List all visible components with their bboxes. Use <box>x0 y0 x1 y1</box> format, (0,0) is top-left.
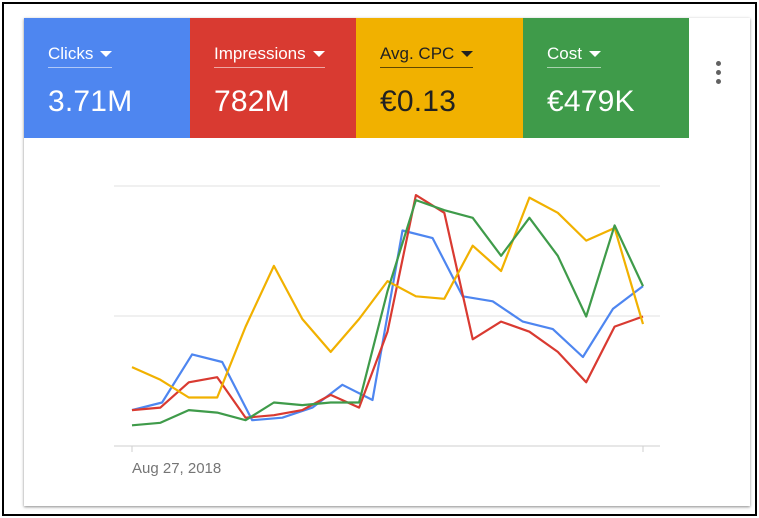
metric-selector-clicks[interactable]: Clicks <box>48 44 113 68</box>
metric-selector-avg-cpc[interactable]: Avg. CPC <box>380 44 474 68</box>
metric-selector-impressions[interactable]: Impressions <box>214 44 325 68</box>
metric-value: €0.13 <box>380 85 457 118</box>
metric-value: €479K <box>547 85 635 118</box>
metric-label: Cost <box>547 44 582 63</box>
metric-label: Impressions <box>214 44 306 63</box>
series-line-avg-cpc <box>131 196 645 399</box>
metric-tile-avg-cpc[interactable]: Avg. CPC €0.13 <box>356 18 523 138</box>
metric-tile-cost[interactable]: Cost €479K <box>523 18 689 138</box>
metric-tiles: Clicks 3.71M Impressions 782M Avg. CPC €… <box>24 18 689 138</box>
dropdown-caret-icon[interactable] <box>461 51 474 57</box>
more-vert-icon[interactable] <box>712 59 724 89</box>
dropdown-caret-icon[interactable] <box>100 51 113 57</box>
metric-value: 3.71M <box>48 85 133 118</box>
metric-tile-impressions[interactable]: Impressions 782M <box>190 18 356 138</box>
metric-label: Clicks <box>48 44 94 63</box>
metric-value: 782M <box>214 85 290 118</box>
dropdown-caret-icon[interactable] <box>588 51 601 57</box>
series-line-clicks <box>131 229 644 422</box>
series-line-impressions <box>131 194 644 419</box>
x-axis-tick-label: Aug 27, 2018 <box>132 460 222 477</box>
performance-card: Clicks 3.71M Impressions 782M Avg. CPC €… <box>24 18 750 506</box>
metric-selector-cost[interactable]: Cost <box>547 44 601 68</box>
series-line-cost <box>131 199 644 427</box>
line-chart <box>114 185 660 452</box>
dropdown-caret-icon[interactable] <box>312 51 325 57</box>
metric-label: Avg. CPC <box>380 44 455 63</box>
metric-tile-clicks[interactable]: Clicks 3.71M <box>24 18 190 138</box>
